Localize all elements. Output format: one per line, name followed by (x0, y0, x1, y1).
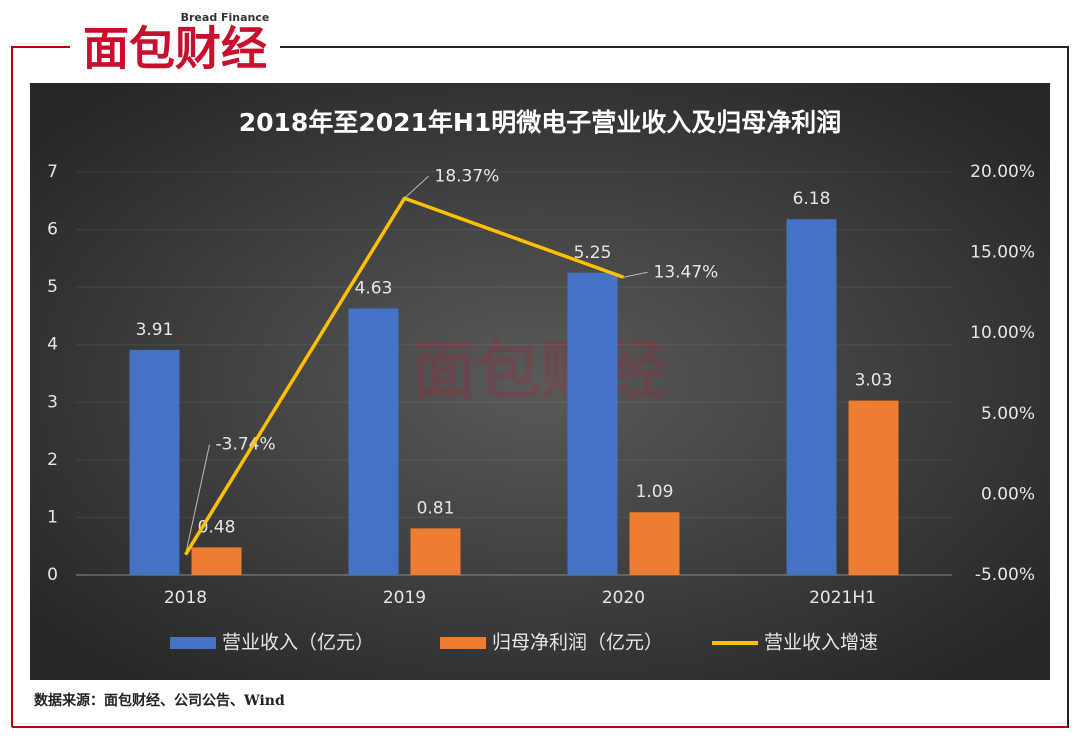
y-tick-label: 5 (47, 277, 58, 297)
x-tick-label: 2019 (383, 588, 426, 608)
watermark: 面包财经 (412, 335, 668, 409)
y2-tick-label: 10.00% (970, 323, 1035, 343)
logo: 面包财经 (83, 22, 267, 76)
legend-swatch (170, 637, 216, 649)
y-tick-label: 7 (47, 162, 58, 182)
bar (567, 272, 618, 575)
plot: 0 1 2 3 4 5 6 7 -5.00% 0.00% 5.00% 10.00% 15.00% 20.0… (47, 162, 1035, 654)
y-tick-label: 2 (47, 450, 58, 470)
value-label: 13.47% (654, 262, 719, 282)
legend-label: 营业收入（亿元） (222, 632, 374, 654)
y2-tick-label: 20.00% (970, 162, 1035, 182)
y-tick-label: 4 (47, 335, 58, 355)
bar (348, 308, 399, 575)
y2-tick-label: -5.00% (975, 565, 1035, 585)
y2-tick-label: 15.00% (970, 243, 1035, 263)
bar (786, 219, 837, 576)
chart-title: 2018年至2021年H1明微电子营业收入及归母净利润 (239, 108, 841, 137)
y-tick-label: 3 (47, 392, 58, 412)
value-label: -3.74% (216, 435, 276, 455)
logo-subtitle: Bread Finance (181, 11, 270, 24)
chart-area (30, 83, 1050, 680)
bar (191, 547, 242, 575)
y-tick-label: 0 (47, 565, 58, 585)
value-label: 0.81 (417, 498, 455, 518)
bar (410, 528, 461, 575)
y2-tick-label: 0.00% (981, 484, 1035, 504)
y-tick-label: 6 (47, 220, 58, 240)
value-label: 3.03 (855, 371, 893, 391)
value-label: 18.37% (435, 166, 500, 186)
x-tick-label: 2018 (164, 588, 207, 608)
leader-line (404, 175, 429, 199)
legend-label: 归母净利润（亿元） (492, 632, 663, 654)
bar (848, 400, 899, 575)
y-tick-label: 1 (47, 507, 58, 527)
leader-line (185, 444, 210, 555)
bar (129, 349, 180, 575)
legend-swatch (440, 637, 486, 649)
value-label: 3.91 (136, 320, 174, 340)
x-tick-label: 2020 (602, 588, 645, 608)
value-label: 5.25 (574, 243, 612, 263)
line (184, 196, 625, 556)
legend-label: 营业收入增速 (764, 632, 878, 654)
value-label: 6.18 (793, 189, 831, 209)
bar (629, 512, 680, 575)
x-tick-label: 2021H1 (809, 588, 876, 608)
value-label: 4.63 (355, 278, 393, 298)
y2-tick-label: 5.00% (981, 404, 1035, 424)
frame (11, 46, 70, 727)
value-label: 1.09 (636, 482, 674, 502)
source: 数据来源：面包财经、公司公告、Wind (34, 692, 285, 709)
leader-line (623, 271, 648, 278)
